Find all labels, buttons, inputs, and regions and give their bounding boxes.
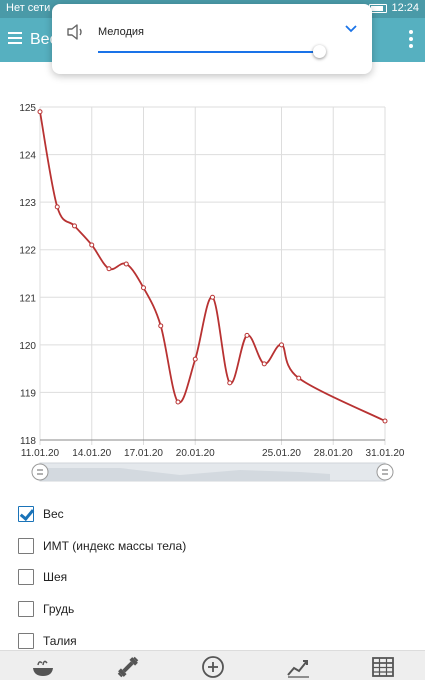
navigator-preview [40,468,330,481]
navigator-handle-left[interactable] [31,463,49,481]
checkbox[interactable] [18,506,34,522]
volume-slider-track[interactable] [98,51,320,53]
checkbox[interactable] [18,633,34,649]
data-point[interactable] [296,375,302,381]
data-point[interactable] [141,285,146,291]
data-point[interactable] [123,261,129,267]
checkbox[interactable] [18,601,34,617]
checkbox-label: Вес [43,507,64,521]
y-tick-label: 122 [19,246,36,257]
x-tick-label: 28.01.20 [314,448,353,459]
volume-slider-thumb[interactable] [313,45,327,58]
x-tick-label: 11.01.20 [21,448,60,459]
x-tick-label: 31.01.20 [366,448,405,459]
data-point[interactable] [158,323,164,329]
checkbox-label: Шея [43,570,68,584]
y-tick-label: 124 [19,151,36,162]
data-point[interactable] [382,418,388,424]
battery-icon [369,3,388,13]
y-tick-label: 118 [20,436,36,447]
checkbox-row-weight[interactable]: Вес [18,504,64,524]
checkbox-label: Талия [43,634,77,648]
data-point[interactable] [175,399,181,405]
speaker-icon[interactable] [66,22,86,42]
checkbox[interactable] [18,538,34,554]
bottom-nav [0,650,425,680]
table-icon[interactable] [370,654,396,680]
y-tick-label: 125 [19,103,36,114]
data-point[interactable] [244,332,250,338]
checkbox-row-neck[interactable]: Шея [18,567,67,587]
data-point[interactable] [279,342,284,348]
volume-label: Мелодия [98,26,144,38]
x-tick-label: 25.01.20 [262,448,301,459]
data-point[interactable] [261,361,267,367]
x-tick-label: 20.01.20 [176,448,215,459]
food-bowl-icon[interactable] [30,654,56,680]
y-tick-label: 123 [19,198,36,209]
data-point[interactable] [210,294,215,300]
y-tick-label: 120 [19,341,36,352]
x-tick-label: 17.01.20 [124,448,163,459]
checkbox-row-waist[interactable]: Талия [18,631,77,651]
data-point[interactable] [54,204,60,210]
add-circle-icon[interactable] [200,654,226,680]
data-point[interactable] [106,266,112,272]
data-point[interactable] [37,109,43,115]
checkbox-row-chest[interactable]: Грудь [18,599,74,619]
data-point[interactable] [227,380,233,386]
checkbox-row-bmi[interactable]: ИМТ (индекс массы тела) [18,536,186,556]
status-time: 12:24 [391,2,419,14]
y-tick-label: 119 [20,388,36,399]
status-right: 12:24 [369,2,419,14]
checkbox-label: ИМТ (индекс массы тела) [43,539,187,553]
data-point[interactable] [72,223,77,229]
chevron-down-icon[interactable] [344,24,358,34]
checkbox-label: Грудь [43,602,75,616]
volume-panel: Мелодия [52,4,372,74]
menu-icon[interactable] [8,32,22,44]
network-status: Нет сети [6,2,51,14]
page-title: Вес [30,31,58,48]
more-vert-icon[interactable] [409,30,413,48]
weight-chart: 118 119 120 121 122 123 124 125 11.01.20 14.01.20… [19,103,405,482]
data-point[interactable] [89,242,95,248]
trend-chart-icon[interactable] [285,654,311,680]
dumbbell-icon[interactable] [115,654,141,680]
navigator-handle-right[interactable] [376,463,394,481]
y-tick-label: 121 [19,293,36,304]
checkbox[interactable] [18,569,34,585]
x-tick-label: 14.01.20 [72,448,111,459]
data-point[interactable] [192,356,198,362]
range-navigator[interactable] [31,462,394,482]
